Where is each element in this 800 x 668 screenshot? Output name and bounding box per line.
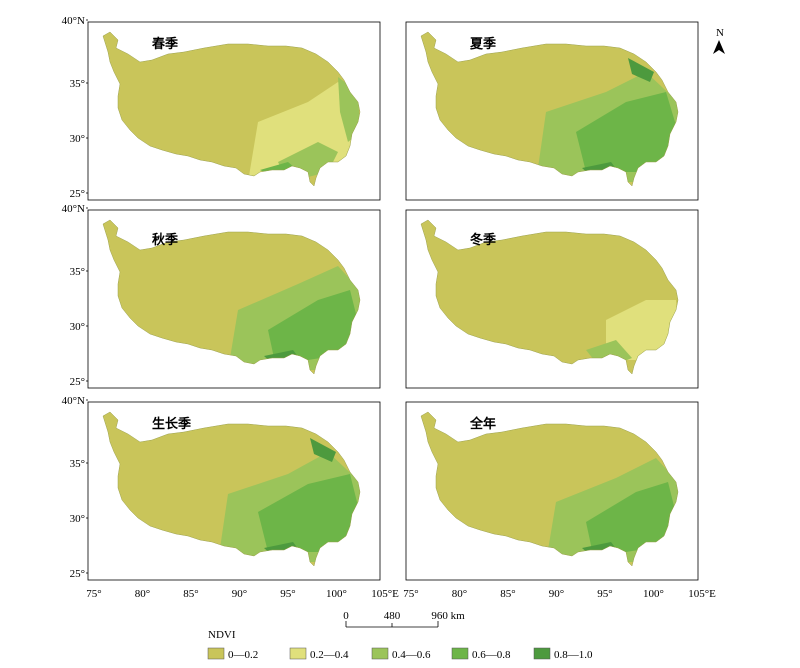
lat-tick-label: 40°N xyxy=(62,15,85,27)
legend-label: 0—0.2 xyxy=(228,649,258,661)
legend-swatch xyxy=(533,647,551,660)
panel-growing-season: 生长季 xyxy=(87,401,381,581)
panel-title: 春季 xyxy=(151,36,178,52)
lon-tick-label: 95° xyxy=(280,588,295,600)
latitude-ticks: 40°N 35° 30° 25° 40°N 35° 30° 25° 40°N 35° 30° 25° xyxy=(62,15,88,580)
lat-tick-label: 25° xyxy=(70,188,85,200)
legend-swatch xyxy=(451,647,469,660)
scale-label-480: 480 xyxy=(384,610,401,622)
panel-title: 生长季 xyxy=(152,416,191,432)
legend-swatch xyxy=(289,647,307,660)
panel-spring: 春季 xyxy=(87,21,381,201)
panel-autumn: 秋季 xyxy=(87,209,381,389)
legend-label: 0.8—1.0 xyxy=(554,649,593,661)
lat-tick-label: 25° xyxy=(70,376,85,388)
scale-label-960: 960 km xyxy=(431,610,465,622)
lon-tick-label: 80° xyxy=(135,588,150,600)
panel-title: 全年 xyxy=(469,416,496,432)
lat-tick-label: 40°N xyxy=(62,395,85,407)
lon-tick-label: 85° xyxy=(500,588,515,600)
lat-tick-label: 30° xyxy=(70,513,85,525)
legend: NDVI 0—0.2 0.2—0.4 0.4—0.6 0.6—0.8 0.8—1.0 xyxy=(207,629,593,661)
map-panels: 春季 夏季 N xyxy=(87,21,725,581)
north-arrow-label: N xyxy=(716,27,724,39)
lon-tick-label: 85° xyxy=(183,588,198,600)
lat-tick-label: 35° xyxy=(70,78,85,90)
panel-summer: 夏季 N xyxy=(405,21,725,201)
lon-tick-label: 105°E xyxy=(371,588,399,600)
legend-label: 0.4—0.6 xyxy=(392,649,431,661)
lon-tick-label: 75° xyxy=(86,588,101,600)
scale-bar: 0 480 960 km xyxy=(343,610,465,628)
legend-label: 0.2—0.4 xyxy=(310,649,349,661)
lat-tick-label: 25° xyxy=(70,568,85,580)
lat-tick-label: 40°N xyxy=(62,203,85,215)
panel-title: 冬季 xyxy=(470,232,496,248)
panel-title: 秋季 xyxy=(152,232,178,248)
north-arrow-icon xyxy=(713,40,725,54)
panel-full-year: 全年 xyxy=(405,401,699,581)
legend-title: NDVI xyxy=(208,629,236,641)
legend-swatch xyxy=(207,647,225,660)
longitude-ticks: 75° 80° 85° 90° 95° 100° 105°E 75° 80° 85° 90° 95° 1… xyxy=(86,588,716,600)
lat-tick-label: 35° xyxy=(70,458,85,470)
lat-tick-label: 30° xyxy=(70,133,85,145)
lat-tick-label: 35° xyxy=(70,266,85,278)
legend-swatch xyxy=(371,647,389,660)
lon-tick-label: 75° xyxy=(403,588,418,600)
lon-tick-label: 90° xyxy=(232,588,247,600)
lon-tick-label: 90° xyxy=(549,588,564,600)
panel-title: 夏季 xyxy=(469,36,496,52)
scale-label-0: 0 xyxy=(343,610,349,622)
lat-tick-label: 30° xyxy=(70,321,85,333)
lon-tick-label: 105°E xyxy=(688,588,716,600)
lon-tick-label: 100° xyxy=(326,588,347,600)
lon-tick-label: 80° xyxy=(452,588,467,600)
lon-tick-label: 100° xyxy=(643,588,664,600)
lon-tick-label: 95° xyxy=(597,588,612,600)
panel-winter: 冬季 xyxy=(405,209,699,389)
legend-label: 0.6—0.8 xyxy=(472,649,511,661)
